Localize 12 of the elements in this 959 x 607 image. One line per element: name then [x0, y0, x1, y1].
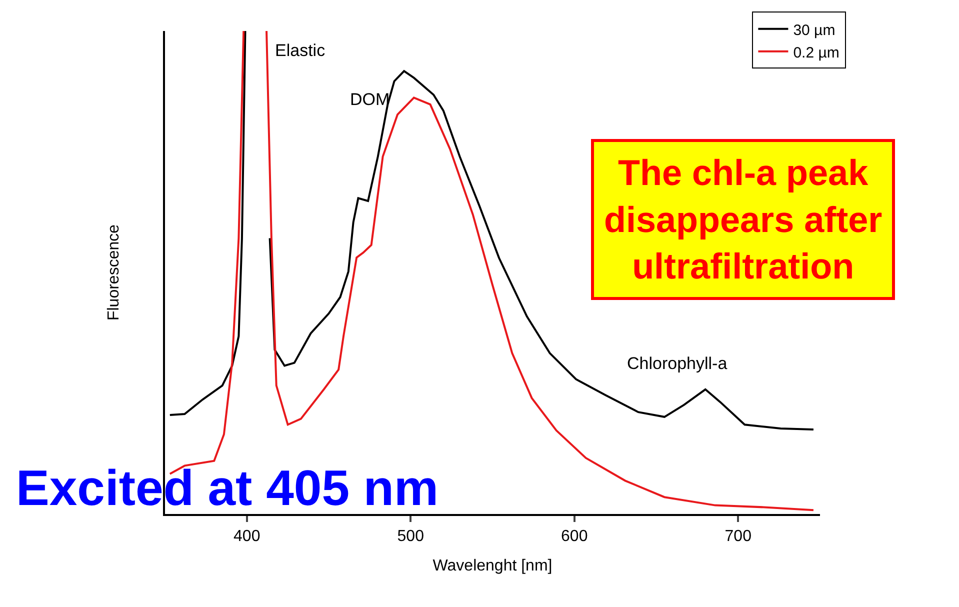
x-tick-label: 500	[397, 528, 424, 546]
legend-label: 0.2 µm	[793, 44, 840, 62]
legend-label: 30 µm	[793, 22, 836, 39]
annotation: Elastic	[275, 41, 326, 60]
annotation: Chlorophyll-a	[627, 354, 728, 373]
x-tick-label: 600	[561, 528, 588, 546]
y-axis-title: Fluorescence	[105, 224, 122, 321]
annotation: The chl-a peak disappears after ultrafiltration	[604, 152, 882, 287]
annotation: DOM	[350, 90, 390, 109]
x-tick-label: 400	[234, 528, 260, 546]
x-axis-title: Wavelenght [nm]	[432, 557, 552, 574]
x-tick-label: 700	[724, 528, 752, 546]
